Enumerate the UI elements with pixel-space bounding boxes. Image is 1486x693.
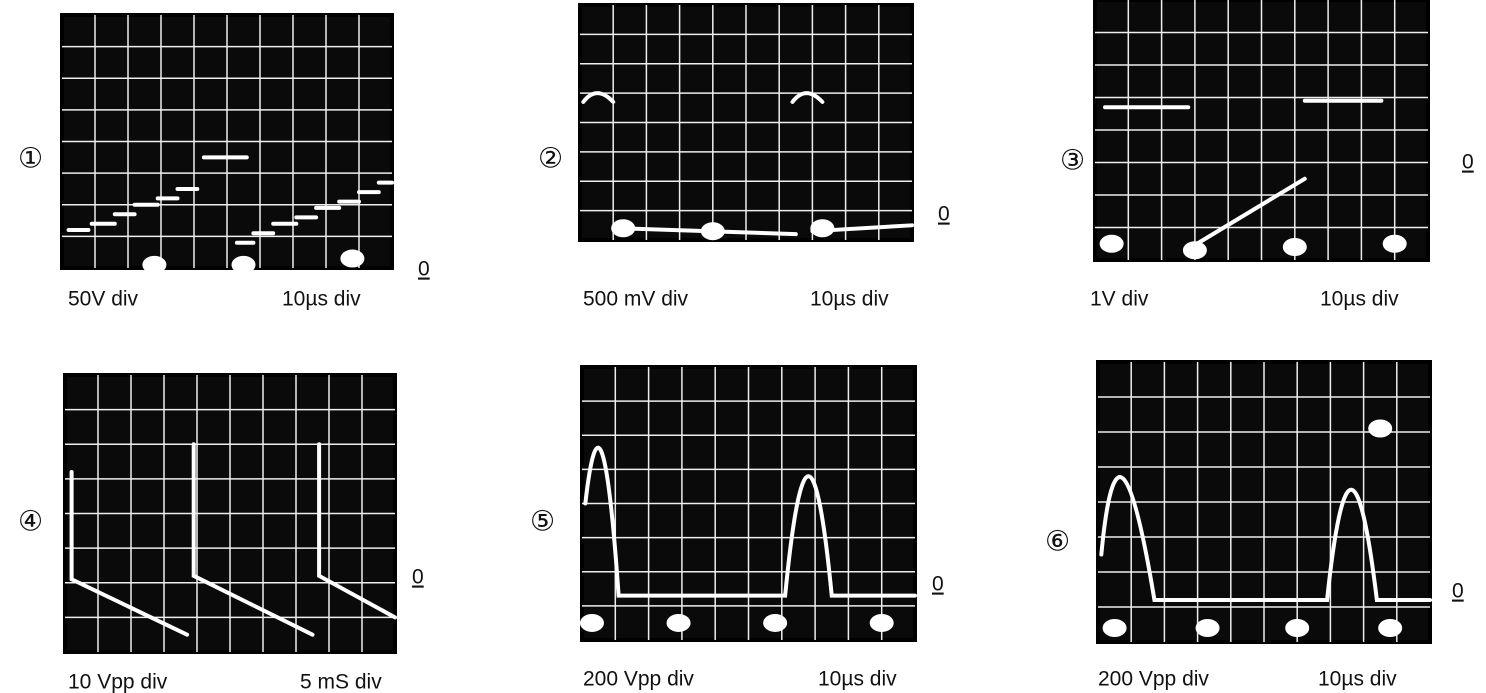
- blob: [1368, 419, 1393, 438]
- zero-marker: 0: [938, 203, 950, 226]
- waveform: [72, 444, 395, 634]
- panel-number: ③: [1060, 144, 1085, 175]
- blob: [810, 219, 835, 238]
- blob: [611, 219, 636, 238]
- trace: [1105, 101, 1381, 247]
- vertical-scale: 1V div: [1090, 288, 1149, 311]
- trace: [1101, 477, 1430, 600]
- zero-marker: 0: [418, 258, 430, 281]
- vertical-scale: 50V div: [68, 288, 139, 311]
- waveform: [69, 157, 392, 242]
- panel-number: ②: [538, 142, 563, 173]
- oscilloscope-screen: [65, 373, 395, 652]
- blob: [763, 613, 788, 632]
- vertical-scale: 500 mV div: [583, 288, 689, 311]
- blob: [142, 255, 167, 274]
- zero-marker: 0: [1462, 151, 1474, 174]
- oscilloscope-screen: [1098, 360, 1430, 642]
- blob: [1182, 241, 1207, 260]
- oscilloscope-screen: [579, 365, 915, 640]
- oscilloscope-screen: [1095, 0, 1428, 260]
- vertical-scale: 200 Vpp div: [583, 668, 694, 691]
- trace: [69, 157, 392, 242]
- horizontal-scale: 10µs div: [282, 288, 361, 311]
- trace: [72, 444, 395, 634]
- waveform: [1101, 477, 1430, 600]
- horizontal-scale: 10µs div: [1320, 288, 1399, 311]
- blob: [1378, 619, 1403, 637]
- horizontal-scale: 5 mS div: [300, 671, 382, 693]
- oscilloscope-screen: [580, 3, 912, 241]
- oscilloscope-screen: [62, 13, 392, 274]
- trace: [583, 93, 912, 234]
- waveform: [1105, 101, 1381, 247]
- blob: [340, 249, 365, 268]
- vertical-scale: 200 Vpp div: [1098, 668, 1209, 691]
- blob: [1285, 619, 1310, 637]
- blob: [1102, 619, 1127, 637]
- blob: [231, 255, 256, 274]
- horizontal-scale: 10µs div: [810, 288, 889, 311]
- panel-number: ⑤: [530, 505, 555, 536]
- waveform: [585, 448, 915, 596]
- blob: [1195, 619, 1220, 637]
- zero-marker: 0: [932, 573, 944, 596]
- blob: [1382, 234, 1407, 253]
- blob: [1099, 234, 1124, 253]
- blob: [700, 222, 725, 241]
- horizontal-scale: 10µs div: [818, 668, 897, 691]
- blob: [869, 613, 894, 632]
- panel-number: ⑥: [1045, 525, 1070, 556]
- vertical-scale: 10 Vpp div: [68, 671, 168, 693]
- zero-marker: 0: [1452, 580, 1464, 603]
- trace: [585, 448, 915, 596]
- blob: [666, 613, 691, 632]
- zero-marker: 0: [412, 566, 424, 589]
- panel-number: ④: [18, 505, 43, 536]
- horizontal-scale: 10µs div: [1318, 668, 1397, 691]
- waveform: [583, 93, 912, 234]
- blob: [579, 613, 604, 632]
- panel-number: ①: [18, 142, 43, 173]
- blob: [1282, 238, 1307, 256]
